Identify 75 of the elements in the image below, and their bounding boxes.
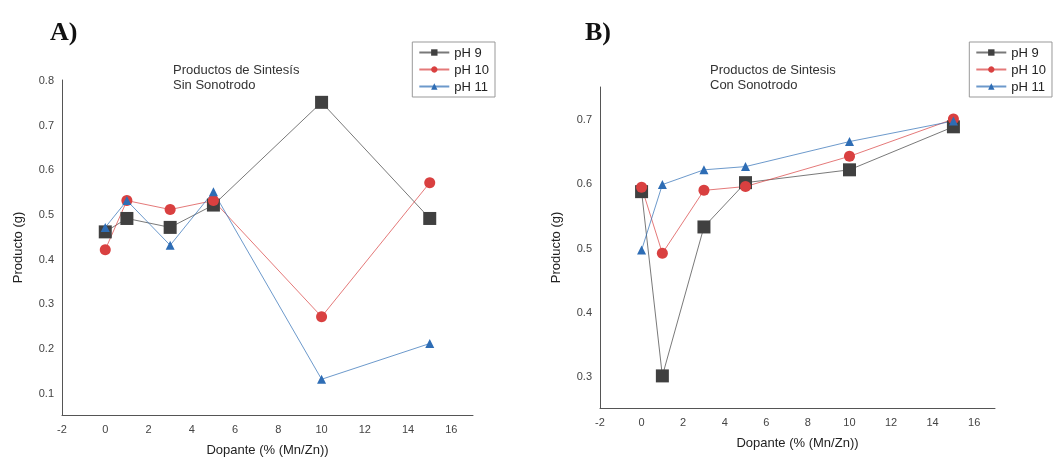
point [843, 150, 855, 162]
y-axis-title: Producto (g) [10, 211, 25, 284]
x-tick-label: 10 [843, 415, 856, 428]
point [423, 211, 437, 225]
y-tick-label: 0.5 [38, 208, 54, 220]
x-tick-label: 14 [926, 415, 939, 428]
point [636, 181, 648, 193]
y-tick-label: 0.1 [38, 386, 54, 399]
x-tick-label: 10 [315, 422, 328, 435]
x-tick-label: 12 [358, 422, 371, 435]
y-tick-label: 0.3 [576, 369, 592, 382]
x-tick-label: 4 [721, 415, 728, 428]
point [424, 177, 436, 189]
y-tick-label: 0.7 [38, 118, 54, 131]
legend-label: pH 11 [1011, 79, 1046, 94]
point [100, 222, 110, 232]
x-tick-label: 2 [145, 422, 152, 435]
y-tick-label: 0.6 [38, 163, 54, 176]
y-tick-label: 0.8 [38, 74, 54, 86]
x-tick-label: 12 [884, 415, 898, 428]
point [657, 180, 667, 190]
y-axis-title: Producto (g) [548, 211, 563, 284]
y-tick-label: 0.6 [576, 177, 592, 190]
point [317, 374, 327, 384]
chart-title: Productos de Sintesis [710, 62, 837, 77]
legend-label: pH 9 [1011, 45, 1039, 60]
legend-label: pH 11 [454, 79, 489, 94]
point [842, 163, 856, 177]
x-tick-label: -2 [595, 415, 605, 428]
point [698, 184, 710, 196]
x-tick-label: 16 [445, 422, 458, 435]
y-tick-label: 0.3 [38, 297, 54, 310]
x-tick-label: 0 [102, 422, 109, 435]
y-tick-label: 0.4 [576, 305, 592, 318]
x-tick-label: 16 [968, 415, 981, 428]
point [165, 240, 175, 250]
point [741, 162, 751, 172]
point [699, 165, 709, 175]
x-tick-label: 8 [275, 422, 282, 435]
x-tick-label: 6 [231, 422, 239, 435]
point [740, 181, 752, 193]
x-tick-label: 4 [188, 422, 195, 435]
chart-subtitle: Con Sonotrodo [710, 77, 798, 92]
x-tick-label: -2 [57, 422, 67, 435]
legend-label: pH 10 [454, 62, 490, 77]
point [99, 244, 111, 256]
point [697, 220, 711, 234]
text: A) [50, 16, 78, 46]
y-tick-label: 0.5 [576, 241, 592, 254]
chart-subtitle: Sin Sonotrodo [173, 77, 256, 92]
x-axis-title: Dopante (% (Mn/Zn)) [206, 442, 329, 457]
point [655, 369, 669, 383]
point [207, 195, 219, 207]
point [164, 204, 176, 216]
point [316, 311, 328, 323]
point [844, 137, 854, 147]
x-axis-title: Dopante (% (Mn/Zn)) [736, 435, 859, 450]
chart-title: Productos de Sintesís [173, 62, 300, 77]
y-tick-label: 0.4 [38, 252, 54, 265]
point [637, 245, 647, 255]
legend-label: pH 10 [1011, 62, 1047, 77]
x-tick-label: 0 [638, 415, 645, 428]
y-tick-label: 0.7 [576, 113, 592, 126]
point [656, 247, 668, 259]
x-tick-label: 6 [763, 415, 770, 428]
y-tick-label: 0.2 [38, 342, 54, 354]
x-tick-label: 8 [804, 415, 811, 428]
x-tick-label: 14 [401, 422, 415, 435]
point [163, 220, 177, 234]
point [120, 211, 134, 225]
x-tick-label: 2 [680, 415, 687, 428]
legend-label: pH 9 [454, 45, 482, 60]
text: B) [585, 16, 611, 46]
point [315, 95, 329, 109]
point [208, 187, 218, 197]
